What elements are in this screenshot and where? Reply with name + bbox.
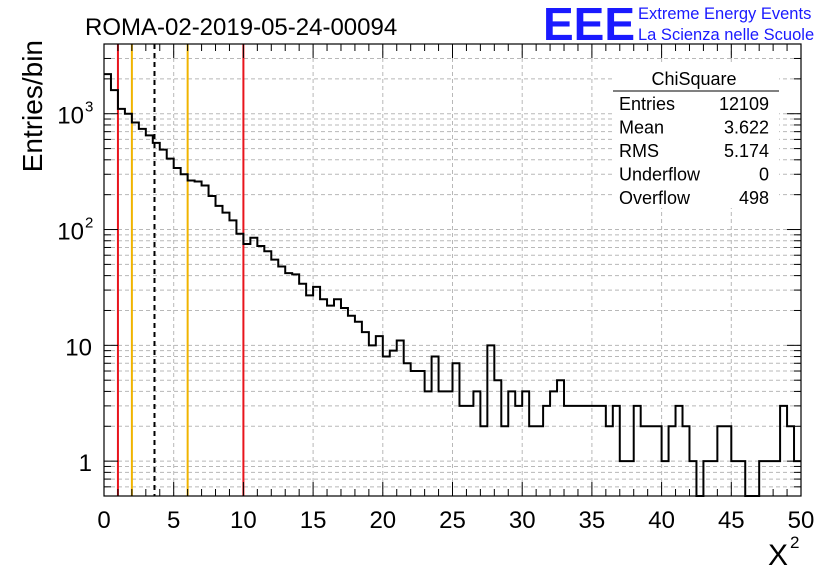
stats-row-label: Entries [619, 94, 675, 114]
stats-row-value: 12109 [719, 94, 769, 114]
stats-row-label: Mean [619, 118, 664, 138]
logo-line-1: Extreme Energy Events [638, 5, 811, 23]
x-tick-label: 15 [300, 507, 327, 534]
x-tick-label: 30 [509, 507, 536, 534]
x-tick-label: 10 [230, 507, 257, 534]
x-tick-label: 35 [579, 507, 606, 534]
stats-box-rows: Entries 12109 Mean 3.622 RMS 5.174 Underflow 0 O… [619, 94, 769, 208]
x-tick-label: 5 [167, 507, 180, 534]
y-tick-label-exponent: 3 [85, 99, 93, 116]
stats-box: ChiSquare Entries 12109 Mean 3.622 RMS 5.174 U… [613, 63, 779, 208]
x-tick-label: 50 [788, 507, 815, 534]
y-tick-label-exponent: 2 [85, 215, 93, 232]
y-tick-label: 10 [65, 334, 92, 361]
logo-mark: EEE [543, 0, 635, 50]
x-axis-ticks: 0 5 10 15 20 25 30 35 40 45 50 [97, 44, 814, 534]
stats-row-label: RMS [619, 141, 659, 161]
stats-row-value: 5.174 [724, 141, 769, 161]
x-tick-label: 45 [718, 507, 745, 534]
eee-logo: EEE Extreme Energy Events La Scienza nel… [543, 0, 814, 50]
stats-row-label: Overflow [619, 188, 691, 208]
logo-line-2: La Scienza nelle Scuole [638, 26, 814, 44]
x-axis-label-text: X [768, 539, 788, 572]
y-tick-label: 1 [79, 450, 92, 477]
x-tick-label: 20 [369, 507, 396, 534]
x-axis-label-superscript: 2 [790, 533, 799, 552]
stats-row-value: 498 [739, 188, 769, 208]
x-tick-label: 40 [648, 507, 675, 534]
histogram-line [104, 73, 801, 497]
y-tick-label: 10 [57, 219, 84, 246]
stats-row-value: 0 [759, 165, 769, 185]
y-axis-label: Entries/bin [17, 40, 48, 172]
reference-lines [116, 44, 245, 496]
y-tick-label: 10 [57, 103, 84, 130]
stats-row-value: 3.622 [724, 118, 769, 138]
stats-row-label: Underflow [619, 165, 701, 185]
stats-box-title: ChiSquare [651, 69, 736, 89]
stats-box-background [613, 63, 779, 208]
x-tick-label: 0 [97, 507, 110, 534]
x-tick-label: 25 [439, 507, 466, 534]
chart-title: ROMA-02-2019-05-24-00094 [85, 14, 397, 41]
x-axis-label: X 2 [768, 533, 799, 572]
